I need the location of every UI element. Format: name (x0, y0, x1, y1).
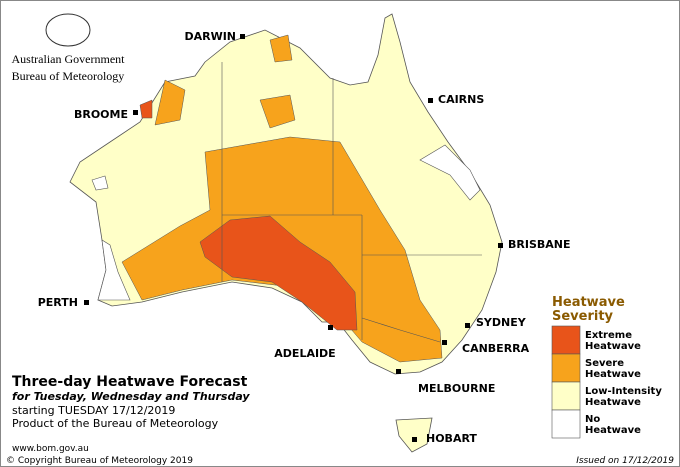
city-marker (240, 34, 245, 39)
crest (45, 13, 91, 47)
legend-swatch (551, 381, 581, 411)
legend-label: Low-Intensity Heatwave (585, 386, 662, 408)
city-marker (328, 325, 333, 330)
legend-swatch (551, 325, 581, 355)
logo: Australian Government Bureau of Meteorol… (12, 13, 126, 83)
map-subtitle: for Tuesday, Wednesday and Thursday (12, 390, 250, 403)
legend: Heatwave Severity Extreme Heatwave Severe He… (551, 295, 662, 439)
legend-swatch (551, 353, 581, 383)
copyright: © Copyright Bureau of Meteorology 2019 (6, 456, 193, 466)
city-label: CANBERRA (462, 342, 530, 355)
legend-label: No Heatwave (585, 414, 641, 436)
city-label: BROOME (74, 108, 128, 121)
product: Product of the Bureau of Meteorology (12, 417, 219, 430)
cities: DARWIN CAIRNS BROOME BRISBANE PERTH SYDN… (38, 30, 571, 445)
legend-label: Extreme Heatwave (585, 330, 641, 352)
city-label: CAIRNS (438, 93, 484, 106)
issued: Issued on 17/12/2019 (576, 456, 674, 466)
legend-swatch (551, 409, 581, 439)
city-label: MELBOURNE (418, 382, 495, 395)
map-title: Three-day Heatwave Forecast (12, 374, 248, 390)
city-marker (133, 110, 138, 115)
city-marker (442, 340, 447, 345)
city-marker (412, 437, 417, 442)
city-label: PERTH (38, 296, 78, 309)
city-marker (498, 243, 503, 248)
city-label: ADELAIDE (274, 347, 335, 360)
city-marker (465, 323, 470, 328)
url: www.bom.gov.au (12, 444, 89, 454)
city-label: HOBART (426, 432, 477, 445)
city-marker (396, 369, 401, 374)
city-label: DARWIN (184, 30, 236, 43)
legend-title: Heatwave Severity (552, 295, 625, 324)
start-date: starting TUESDAY 17/12/2019 (12, 404, 175, 417)
bureau: Bureau of Meteorology (12, 69, 125, 83)
border (361, 317, 441, 343)
city-label: BRISBANE (508, 238, 571, 251)
city-marker (428, 98, 433, 103)
government: Australian Government (12, 52, 126, 66)
no-heatwave-area (91, 144, 481, 301)
legend-label: Severe Heatwave (585, 358, 641, 380)
extreme-area (139, 99, 358, 331)
city-label: SYDNEY (476, 316, 527, 329)
tasmania (395, 417, 433, 453)
state-borders (221, 62, 482, 343)
city-marker (84, 300, 89, 305)
